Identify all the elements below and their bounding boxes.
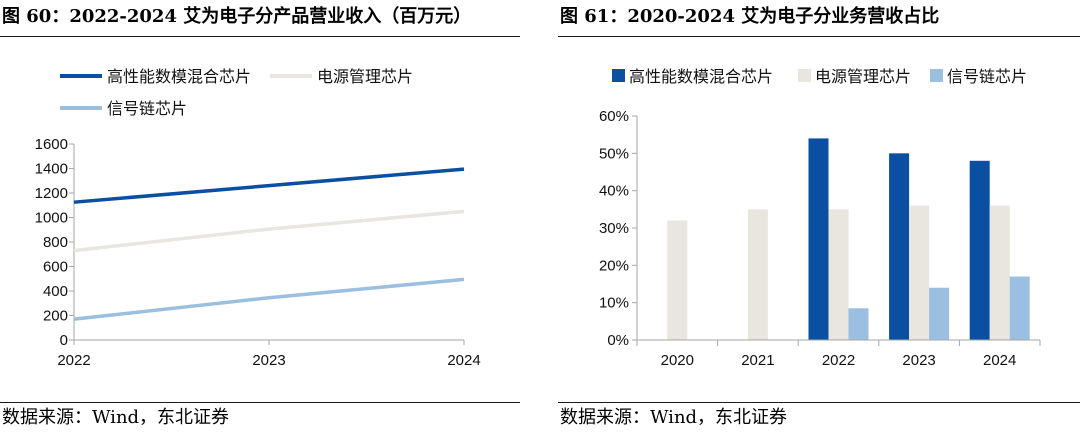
y-tick-label: 1200 (35, 185, 68, 202)
series-line-signal_chain (73, 277, 465, 321)
x-tick-label: 2023 (902, 352, 935, 369)
y-tick-label: 40% (599, 183, 629, 200)
y-tick-label: 0% (607, 332, 629, 349)
bar-signal_chain-2023 (929, 287, 950, 340)
bar-signal_chain-2022 (848, 308, 869, 340)
series-line-high_perf_mixed_signal (73, 167, 465, 204)
series-line-power_management (73, 209, 465, 253)
x-tick-label: 2020 (661, 352, 694, 369)
figure-60-source: 数据来源：Wind，东北证券 (2, 407, 230, 428)
figure-61-title: 图 61：2020-2024 艾为电子分业务营收占比 (560, 6, 940, 27)
y-tick-label: 1400 (35, 161, 68, 178)
x-tick-label: 2021 (741, 352, 774, 369)
legend-label-high_perf_mixed_signal: 高性能数模混合芯片 (107, 68, 251, 86)
bar-power_management-2021 (747, 209, 768, 340)
y-tick-label: 10% (599, 295, 629, 312)
y-tick-label: 50% (599, 145, 629, 162)
bar-signal_chain-2024 (1009, 276, 1030, 340)
x-tick-label: 2022 (57, 352, 90, 369)
y-tick-label: 200 (43, 308, 68, 325)
legend-label-power_management: 电源管理芯片 (317, 68, 413, 86)
legend-swatch-high_perf_mixed_signal (612, 69, 625, 82)
figure-60-title: 图 60：2022-2024 艾为电子分产品营业收入（百万元） (2, 6, 472, 27)
figure-60-panel: 图 60：2022-2024 艾为电子分产品营业收入（百万元） 高性能数模混合芯… (0, 0, 520, 436)
x-tick-label: 2022 (822, 352, 855, 369)
bar-high_perf_mixed_signal-2022 (808, 138, 829, 340)
bar-power_management-2023 (909, 205, 930, 340)
legend-label-high_perf_mixed_signal: 高性能数模混合芯片 (629, 68, 773, 86)
figure-61-source: 数据来源：Wind，东北证券 (560, 407, 788, 428)
bar-chart: 高性能数模混合芯片 电源管理芯片 信号链芯片 0% 10% 20% 30% 40% 50% 60%… (599, 68, 1041, 369)
bar-high_perf_mixed_signal-2023 (889, 153, 910, 340)
x-tick-label: 2023 (252, 352, 285, 369)
bar-power_management-2024 (989, 205, 1010, 340)
y-tick-label: 0 (60, 332, 68, 349)
y-tick-label: 600 (43, 259, 68, 276)
figure-61-panel: 图 61：2020-2024 艾为电子分业务营收占比 高性能数模混合芯片 电源管理… (558, 0, 1080, 436)
legend-label-signal_chain: 信号链芯片 (947, 68, 1027, 86)
figure-60-top-rule (0, 36, 520, 37)
x-tick-label: 2024 (983, 352, 1016, 369)
y-tick-label: 30% (599, 220, 629, 237)
y-tick-label: 800 (43, 234, 68, 251)
legend-swatch-signal_chain (930, 69, 943, 82)
legend-swatch-power_management (798, 69, 811, 82)
legend-label-signal_chain: 信号链芯片 (107, 100, 187, 118)
bar-power_management-2022 (828, 209, 849, 340)
y-tick-label: 1600 (35, 136, 68, 153)
y-tick-label: 20% (599, 257, 629, 274)
legend-label-power_management: 电源管理芯片 (815, 68, 911, 86)
figure-60-bottom-rule (0, 402, 520, 403)
figure-61-top-rule (558, 36, 1080, 37)
bar-high_perf_mixed_signal-2024 (969, 160, 990, 340)
y-tick-label: 400 (43, 283, 68, 300)
bar-power_management-2020 (667, 220, 688, 340)
x-tick-label: 2024 (447, 352, 480, 369)
figure-61-bottom-rule (558, 402, 1080, 403)
y-tick-label: 1000 (35, 210, 68, 227)
y-tick-label: 60% (599, 108, 629, 125)
